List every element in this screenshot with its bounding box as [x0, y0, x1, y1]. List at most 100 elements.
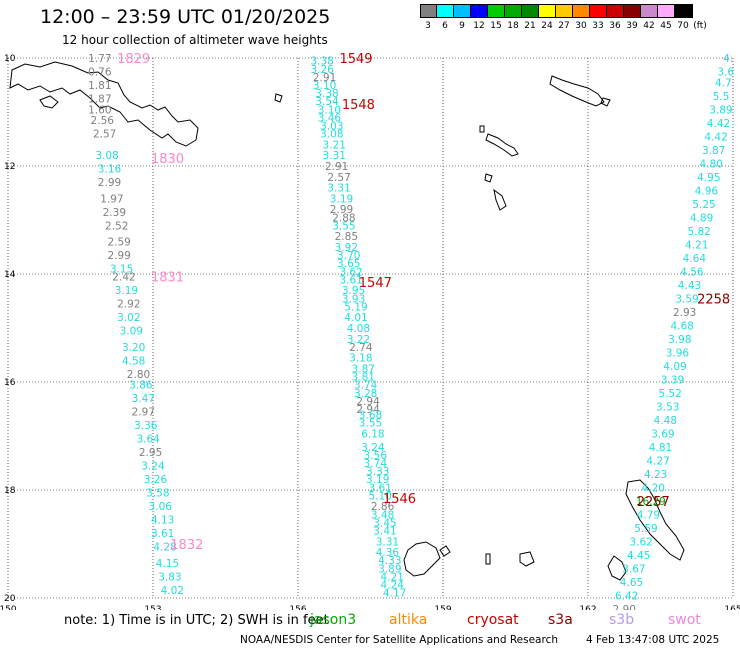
scale-label: 42 [643, 21, 655, 31]
wave-height-point: 4.23 [644, 469, 667, 481]
wave-height-point: 1.77 [88, 53, 111, 65]
pass-time-label: 1829 [117, 52, 150, 67]
pass-time-label: 1546 [383, 492, 416, 507]
wave-height-point: 3.96 [666, 347, 690, 359]
wave-height-point: 3.67 [622, 563, 645, 575]
y-tick-label: 10 [4, 54, 16, 64]
wave-height-point: 4.64 [683, 253, 707, 265]
wave-height-point: 3.64 [136, 434, 160, 446]
scale-swatch [488, 4, 505, 18]
wave-height-point: 3.33 [366, 466, 389, 478]
wave-height-point: 3.6 [717, 67, 734, 79]
wave-height-point: 3.86 [129, 380, 153, 392]
wave-height-point: 6.42 [615, 590, 638, 602]
scale-label: 36 [609, 21, 621, 31]
y-tick-label: 14 [4, 270, 16, 280]
island-coastline [625, 479, 685, 561]
wave-height-point: 2.90 [613, 604, 636, 610]
wave-height-point: 4.02 [161, 585, 184, 597]
x-tick-label: 162 [579, 605, 596, 610]
wave-height-point: 1.97 [100, 193, 123, 205]
wave-height-point: 4.01 [344, 312, 367, 324]
wave-height-point: 4.08 [347, 323, 370, 335]
axis-ticks: 150 153 156 159 162 165 10 12 14 16 18 20 [0, 54, 740, 610]
scale-label: 9 [459, 21, 465, 31]
wave-height-point: 3.81 [352, 372, 375, 384]
wave-height-point: 3.95 [342, 285, 365, 297]
credit-line: NOAA/NESDIS Center for Satellite Applica… [240, 634, 558, 646]
island-coastline [39, 95, 59, 109]
wave-height-point: 3.74 [364, 458, 388, 470]
wave-height-point: 3.10 [318, 104, 341, 116]
wave-height-point: 3.87 [702, 145, 725, 157]
wave-height-point: 2.99 [107, 250, 130, 262]
generation-timestamp: 4 Feb 13:47:08 UTC 2025 [586, 634, 720, 646]
wave-height-point: 2.85 [335, 231, 358, 243]
wave-height-point: 2.52 [105, 220, 128, 232]
island-coastline [403, 541, 441, 577]
wave-height-point: 3.62 [339, 266, 362, 278]
wave-height-point: 3.48 [371, 509, 394, 521]
wave-height-point: 3.61 [151, 528, 174, 540]
scale-swatch [505, 4, 522, 18]
wave-height-point: 5.5 [713, 91, 730, 103]
wave-height-point: 2.57 [93, 129, 116, 141]
scale-swatch [624, 4, 641, 18]
wave-height-point: 3.19 [366, 474, 389, 486]
wave-height-point: 4.42 [707, 118, 730, 130]
x-tick-label: 150 [0, 605, 17, 610]
wave-height-point: 3.26 [310, 64, 334, 76]
wave-height-point: 2.93 [673, 307, 696, 319]
wave-height-point: 3.10 [313, 80, 336, 92]
chart-subtitle: 12 hour collection of altimeter wave hei… [62, 33, 328, 47]
wave-height-point: 3.19 [330, 193, 353, 205]
wave-height-point: 4.45 [627, 550, 650, 562]
wave-height-point: 5.10 [368, 490, 391, 502]
pass-time-label: 1549 [339, 52, 372, 67]
wave-height-point: 2.91 [325, 161, 348, 173]
wave-height-point: 16.29 [636, 496, 666, 508]
scale-label: 18 [507, 21, 519, 31]
wave-height-point: 2.95 [139, 447, 162, 459]
satellite-tracks: 1.770.761.811.871.602.562.573.083.162.99… [88, 52, 734, 610]
wave-height-point: 3.61 [339, 274, 362, 286]
wave-height-point: 3.53 [656, 401, 679, 413]
color-scale-legend: 3 6 9 12 15 18 21 24 27 30 33 36 39 42 45 70 (ft) [420, 4, 728, 34]
y-tick-label: 20 [4, 594, 16, 604]
wave-height-point: 3.22 [347, 334, 370, 346]
wave-height-point: 2.74 [349, 342, 373, 354]
wave-height-point: 1.60 [88, 104, 111, 116]
wave-height-point: 3.24 [141, 461, 165, 473]
wave-height-point: 3.56 [364, 450, 388, 462]
wave-height-point: 3.31 [323, 150, 346, 162]
mission-altika: altika [389, 612, 428, 628]
wave-height-point: 5.25 [692, 199, 715, 211]
wave-height-point: 2.94 [356, 396, 380, 408]
wave-height-point: 2.42 [112, 272, 135, 284]
wave-height-point: 4.15 [156, 558, 179, 570]
mission-cryosat: cryosat [467, 612, 519, 628]
grid-lines [7, 57, 734, 599]
wave-height-point: 3.58 [146, 488, 169, 500]
wave-height-point: 3.38 [310, 56, 333, 68]
island-coastline [549, 75, 605, 107]
island-coastline [600, 97, 611, 107]
mission-s3b: s3b [609, 612, 635, 628]
scale-swatch [641, 4, 658, 18]
wave-height-point: 3.19 [115, 285, 138, 297]
wave-height-point: 2.39 [103, 207, 126, 219]
scale-unit: (ft) [693, 21, 707, 31]
island-coastline [479, 125, 485, 133]
island-coastline [485, 133, 519, 157]
wave-height-point: 3.61 [368, 482, 391, 494]
wave-height-point: 3.98 [668, 334, 691, 346]
wave-height-point: 4.89 [690, 212, 713, 224]
wave-height-point: 3.54 [315, 96, 339, 108]
wave-height-point: 4.80 [700, 158, 723, 170]
wave-height-point: 2.92 [117, 299, 140, 311]
wave-height-point: 3.31 [376, 536, 399, 548]
wave-height-point: 2.80 [127, 369, 150, 381]
y-tick-label: 16 [4, 378, 16, 388]
x-tick-label: 159 [434, 605, 451, 610]
